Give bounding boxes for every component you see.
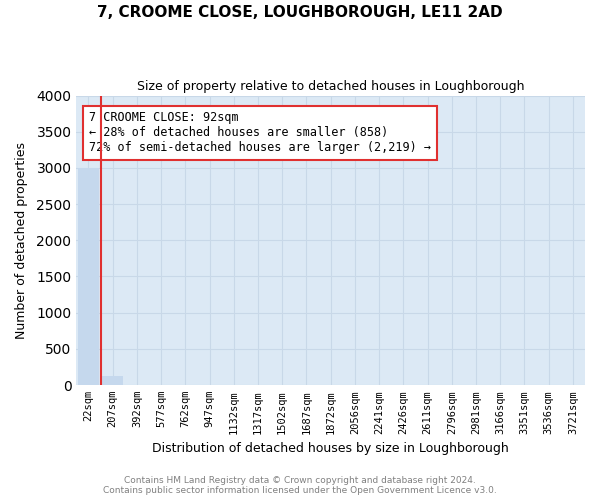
Text: 7, CROOME CLOSE, LOUGHBOROUGH, LE11 2AD: 7, CROOME CLOSE, LOUGHBOROUGH, LE11 2AD — [97, 5, 503, 20]
Bar — [103, 376, 123, 385]
Text: Contains HM Land Registry data © Crown copyright and database right 2024.
Contai: Contains HM Land Registry data © Crown c… — [103, 476, 497, 495]
Title: Size of property relative to detached houses in Loughborough: Size of property relative to detached ho… — [137, 80, 524, 93]
Text: 7 CROOME CLOSE: 92sqm
← 28% of detached houses are smaller (858)
72% of semi-det: 7 CROOME CLOSE: 92sqm ← 28% of detached … — [89, 112, 431, 154]
Y-axis label: Number of detached properties: Number of detached properties — [15, 142, 28, 339]
X-axis label: Distribution of detached houses by size in Loughborough: Distribution of detached houses by size … — [152, 442, 509, 455]
Bar — [78, 168, 99, 385]
